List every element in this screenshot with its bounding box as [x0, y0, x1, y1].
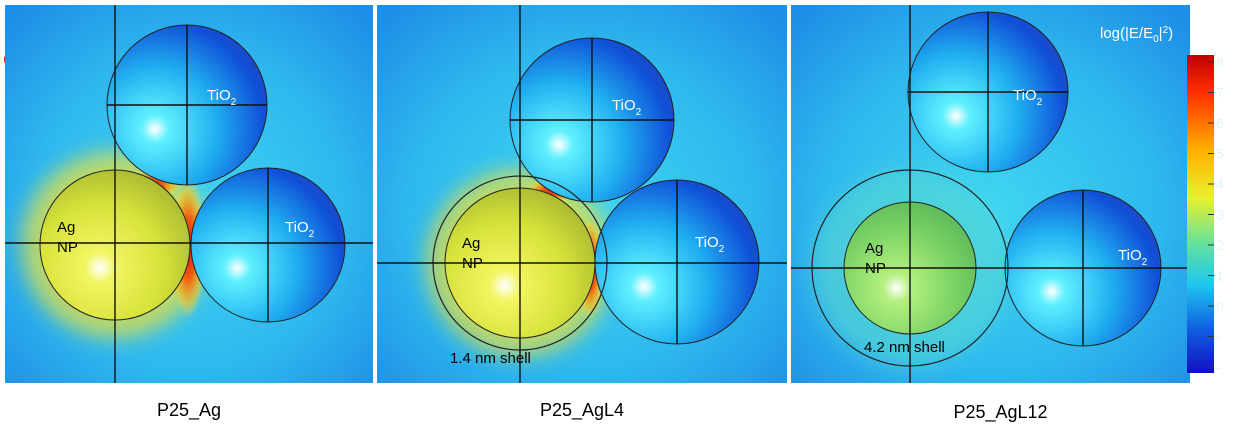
tio2-subscript: 2 — [309, 229, 315, 240]
ag-label: Ag — [462, 235, 480, 252]
panel-caption: P25_AgL4 — [540, 400, 624, 421]
ag-label: NP — [865, 260, 886, 277]
tio2-text: TiO — [207, 87, 231, 104]
tio2-text: TiO — [285, 219, 309, 236]
tio2-text: TiO — [695, 234, 719, 251]
colorbar-tick-label: 1 — [1216, 268, 1224, 284]
tio2-subscript: 2 — [1142, 257, 1148, 268]
tio2-subscript: 2 — [719, 244, 725, 255]
colorbar-tick-label: 5 — [1216, 146, 1224, 162]
panel-caption: P25_Ag — [157, 400, 221, 421]
tio2-subscript: 2 — [636, 107, 642, 118]
ag-label: NP — [57, 239, 78, 256]
shell-label: 1.4 nm shell — [450, 350, 531, 367]
panel-caption: P25_AgL12 — [953, 402, 1047, 423]
ag-label: Ag — [865, 240, 883, 257]
colorbar-tick-label: 6 — [1216, 115, 1224, 131]
colorbar-tick-label: 0 — [1216, 298, 1224, 314]
tio2-text: TiO — [612, 97, 636, 114]
colorbar-tick-label: 3 — [1216, 207, 1224, 223]
colorbar-tick-label: - — [1216, 359, 1221, 375]
tio2-subscript: 2 — [231, 97, 237, 108]
colorbar-tick-label: 2 — [1216, 237, 1224, 253]
title-text: ) — [1168, 25, 1173, 42]
figure: e? AgNPTiO2TiO2P25_AgAgNPTiO2TiO21.4 nm … — [0, 0, 1235, 425]
tio2-text: TiO — [1118, 247, 1142, 264]
tio2-subscript: 2 — [1037, 97, 1043, 108]
colorbar-tick-label: 8 — [1216, 54, 1224, 70]
colorbar-tick-label: 7 — [1216, 85, 1224, 101]
colorbar-tick-label: - — [1216, 329, 1221, 345]
ag-label: Ag — [57, 219, 75, 236]
shell-label: 4.2 nm shell — [864, 339, 945, 356]
tio2-text: TiO — [1013, 87, 1037, 104]
ag-label: NP — [462, 255, 483, 272]
title-text: log(|E/E — [1100, 25, 1153, 42]
colorbar-tick-label: 4 — [1216, 176, 1224, 192]
